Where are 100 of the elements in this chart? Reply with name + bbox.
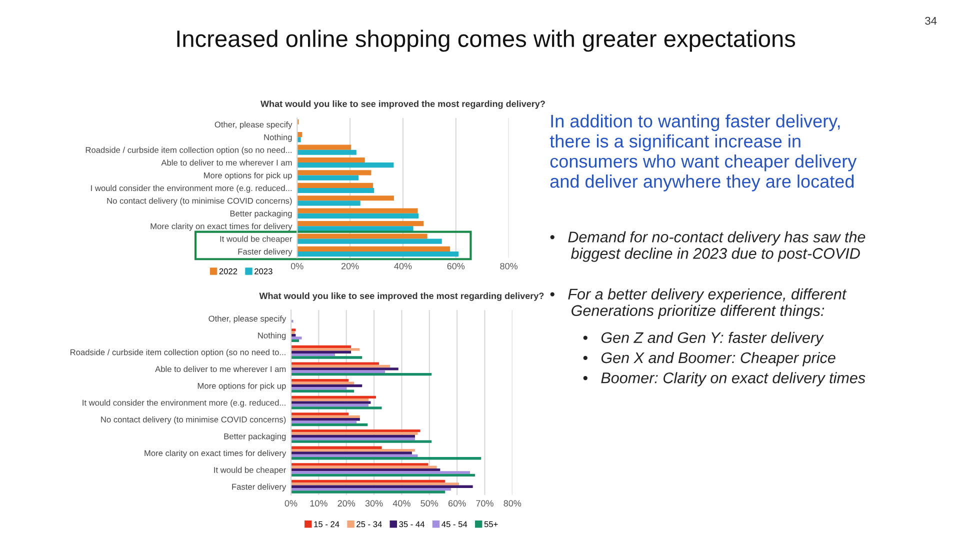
- bar: [291, 463, 428, 466]
- bar: [291, 401, 371, 404]
- text: • Boomer: Clarity on exact delivery times: [583, 372, 866, 386]
- bar: [297, 213, 419, 218]
- bar: [291, 457, 482, 460]
- chart-title: What would you like to see improved the most regarding delivery?: [260, 100, 545, 109]
- bar: [291, 480, 446, 483]
- x-tick-label: 30%: [365, 500, 383, 507]
- bar: [291, 398, 368, 402]
- bar: [291, 418, 360, 421]
- bar: [291, 368, 398, 370]
- x-tick-label: 80%: [504, 500, 522, 507]
- bar: [291, 471, 470, 474]
- y-tick-label: I would consider the environment more (e.g. reduced...: [91, 184, 292, 193]
- y-tick-label: Faster delivery: [238, 248, 292, 256]
- y-tick-label: More clarity on exact times for delivery: [144, 450, 286, 458]
- bar: [291, 485, 473, 488]
- legend-label: 45 - 54: [442, 521, 468, 528]
- bar: [291, 356, 362, 359]
- x-tick-label: 50%: [420, 500, 438, 507]
- y-tick-label: More options for pick up: [198, 382, 286, 390]
- bar: [297, 252, 459, 257]
- legend-label: 25 - 34: [356, 521, 382, 528]
- bar: [291, 362, 380, 365]
- bar: [297, 182, 374, 188]
- text: • Gen X and Boomer: Cheaper price: [583, 352, 836, 366]
- bar: [291, 432, 418, 435]
- x-tick-label: 40%: [392, 500, 410, 507]
- text: • Gen Z and Gen Y: faster delivery: [583, 332, 824, 346]
- bar: [291, 387, 347, 390]
- x-tick-label: 0%: [284, 500, 298, 507]
- x-tick-label: 60%: [448, 500, 466, 507]
- y-tick-label: Better packaging: [224, 433, 286, 441]
- bar: [297, 234, 428, 239]
- chart-title: What would you like to see improved the most regarding delivery?: [259, 292, 544, 301]
- bar: [297, 170, 372, 176]
- legend-label: 15 - 24: [314, 521, 340, 528]
- bar: [291, 415, 360, 418]
- bar: [297, 144, 352, 150]
- y-tick-label: Other, please specify: [208, 315, 286, 324]
- y-tick-label: No contact delivery (to minimise COVID concerns): [101, 416, 286, 424]
- bar: [297, 238, 442, 244]
- y-tick-label: It would consider the environment more (e.g. reduced...: [82, 400, 286, 408]
- bar: [297, 175, 359, 180]
- bar: [297, 200, 360, 206]
- bar: [297, 162, 394, 168]
- bar: [291, 404, 368, 407]
- legend-label: 2022: [219, 268, 238, 274]
- y-tick-label: No contact delivery (to minimise COVID concerns): [107, 198, 292, 206]
- bar: [291, 345, 352, 348]
- y-tick-label: Faster delivery: [232, 484, 286, 492]
- bar: [291, 420, 357, 424]
- bar: [291, 336, 302, 340]
- bar: [291, 466, 437, 468]
- x-tick-label: 10%: [310, 500, 328, 507]
- bar: [297, 188, 374, 194]
- bar: [291, 434, 415, 438]
- bar: [291, 482, 459, 486]
- bar: [297, 226, 414, 232]
- bar: [291, 406, 382, 410]
- bar: [291, 384, 362, 388]
- bar: [297, 208, 418, 214]
- y-tick-label: More clarity on exact times for delivery: [150, 223, 292, 231]
- bar: [291, 454, 418, 458]
- y-tick-label: More options for pick up: [204, 172, 292, 180]
- bar: [291, 372, 432, 376]
- y-tick-label: Better packaging: [230, 210, 292, 218]
- bar: [291, 468, 440, 472]
- y-tick-label: Nothing: [264, 134, 292, 142]
- bar: [297, 137, 301, 142]
- bar: [291, 446, 382, 449]
- bar: [291, 490, 446, 494]
- y-tick-label: Other, please specify: [214, 121, 292, 130]
- y-tick-label: Roadside / curbside item collection option (so no need to...: [70, 349, 286, 357]
- bar: [291, 348, 360, 351]
- x-tick-label: 20%: [338, 500, 356, 507]
- text: Increased online shopping comes with greater expectations: [177, 30, 796, 52]
- bar: [291, 353, 336, 356]
- y-tick-label: Roadside / curbside item collection option (so no need...: [86, 146, 292, 155]
- legend-label: 35 - 44: [399, 521, 424, 528]
- legend-label: 2023: [254, 268, 272, 274]
- x-tick-label: 40%: [394, 262, 412, 270]
- bar: [291, 328, 296, 332]
- bar: [291, 350, 352, 354]
- text: In addition to wanting faster delivery, there is a significant increase in consumers who want cheaper delivery and deliver anywhere they are located: [550, 114, 857, 192]
- bar: [291, 438, 415, 440]
- bar: [291, 390, 354, 392]
- x-tick-label: 60%: [447, 262, 465, 270]
- y-tick-label: Able to deliver to me wherever I am: [155, 366, 286, 372]
- bar: [297, 246, 450, 252]
- bar: [297, 196, 394, 201]
- legend-label: 55+: [484, 521, 498, 528]
- x-tick-label: 20%: [341, 262, 359, 270]
- bar: [291, 364, 390, 368]
- bar: [291, 429, 420, 432]
- bar: [291, 396, 376, 399]
- bar: [291, 488, 451, 491]
- bar: [291, 412, 349, 416]
- bar: [291, 382, 354, 384]
- y-tick-label: Nothing: [258, 332, 286, 340]
